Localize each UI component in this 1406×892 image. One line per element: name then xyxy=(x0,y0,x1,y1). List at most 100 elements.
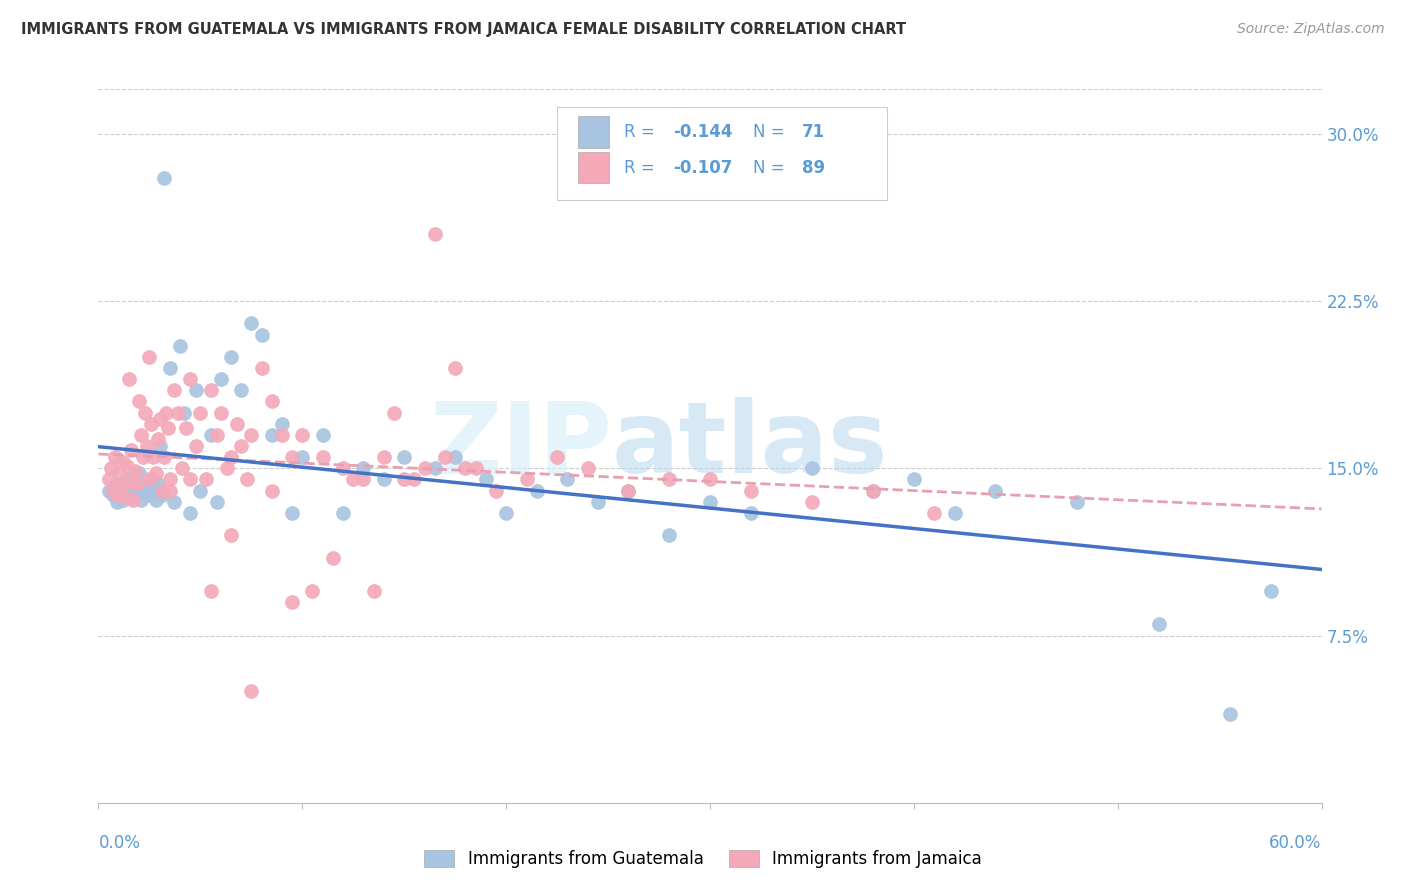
Point xyxy=(1147,617,1170,632)
Point xyxy=(128,466,150,480)
Point xyxy=(111,492,134,507)
Point xyxy=(142,473,165,487)
Point xyxy=(134,483,156,498)
Point xyxy=(236,473,259,487)
Point xyxy=(124,490,146,504)
Text: N =: N = xyxy=(752,123,790,141)
Point xyxy=(156,421,179,435)
Text: 60.0%: 60.0% xyxy=(1270,834,1322,852)
Point xyxy=(260,427,283,442)
Text: IMMIGRANTS FROM GUATEMALA VS IMMIGRANTS FROM JAMAICA FEMALE DISABILITY CORRELATI: IMMIGRANTS FROM GUATEMALA VS IMMIGRANTS … xyxy=(21,22,907,37)
Point xyxy=(1260,583,1282,598)
Point xyxy=(240,427,263,442)
Point xyxy=(145,466,167,480)
Point xyxy=(862,483,884,498)
Point xyxy=(576,461,599,475)
Point xyxy=(382,405,405,420)
Point xyxy=(392,450,416,465)
Point xyxy=(138,473,160,487)
Point xyxy=(617,483,640,498)
Point xyxy=(270,427,294,442)
Point xyxy=(186,439,208,453)
Point xyxy=(141,485,163,500)
Point xyxy=(546,450,568,465)
Point xyxy=(373,473,395,487)
Point xyxy=(105,494,128,508)
Point xyxy=(111,455,134,469)
FancyBboxPatch shape xyxy=(557,107,887,200)
Point xyxy=(250,360,273,375)
Point xyxy=(124,464,146,478)
Point xyxy=(129,492,152,507)
Point xyxy=(141,417,163,431)
Point xyxy=(352,461,374,475)
Point xyxy=(149,412,172,426)
Text: ZIP: ZIP xyxy=(429,398,612,494)
Point xyxy=(114,490,136,504)
Point xyxy=(173,405,195,420)
Point xyxy=(115,485,138,500)
Point xyxy=(200,583,222,598)
Point xyxy=(97,483,120,498)
Point xyxy=(188,483,212,498)
Point xyxy=(281,506,304,520)
Point xyxy=(200,384,222,398)
Point xyxy=(132,476,155,491)
Point xyxy=(215,461,238,475)
Point xyxy=(404,473,426,487)
Point xyxy=(352,473,374,487)
Text: 89: 89 xyxy=(801,159,825,177)
Point xyxy=(200,427,222,442)
FancyBboxPatch shape xyxy=(578,116,609,148)
Point xyxy=(120,443,142,458)
Point xyxy=(423,227,446,241)
Point xyxy=(132,450,155,465)
Point xyxy=(301,583,323,598)
Point xyxy=(231,384,253,398)
Point xyxy=(174,421,197,435)
Text: -0.144: -0.144 xyxy=(673,123,733,141)
Point xyxy=(155,405,177,420)
Point xyxy=(150,483,173,498)
Point xyxy=(108,466,131,480)
Text: R =: R = xyxy=(624,159,661,177)
Point xyxy=(801,461,824,475)
Point xyxy=(740,483,762,498)
Point xyxy=(150,488,173,502)
Point xyxy=(332,506,354,520)
Point xyxy=(342,473,364,487)
Point xyxy=(179,372,201,386)
Point xyxy=(444,450,467,465)
Point xyxy=(423,461,446,475)
Point xyxy=(159,360,181,375)
Point xyxy=(586,494,609,508)
Point xyxy=(149,439,172,453)
Point xyxy=(474,473,498,487)
Point xyxy=(122,492,145,507)
Point xyxy=(444,360,467,375)
Point xyxy=(129,427,152,442)
Point xyxy=(464,461,486,475)
Point xyxy=(485,483,508,498)
Point xyxy=(122,475,145,489)
Point xyxy=(312,427,335,442)
Point xyxy=(434,450,457,465)
Text: -0.107: -0.107 xyxy=(673,159,733,177)
Legend: Immigrants from Guatemala, Immigrants from Jamaica: Immigrants from Guatemala, Immigrants fr… xyxy=(418,843,988,875)
Text: 71: 71 xyxy=(801,123,825,141)
Point xyxy=(219,528,242,542)
Point xyxy=(231,439,253,453)
Point xyxy=(127,482,149,496)
Point xyxy=(167,405,190,420)
Point xyxy=(179,473,201,487)
Point xyxy=(105,488,128,502)
Point xyxy=(291,427,314,442)
Point xyxy=(205,494,228,508)
Point xyxy=(312,450,335,465)
Point xyxy=(118,475,141,489)
Point xyxy=(205,427,228,442)
Point xyxy=(373,450,395,465)
Text: Source: ZipAtlas.com: Source: ZipAtlas.com xyxy=(1237,22,1385,37)
Point xyxy=(454,461,477,475)
Point xyxy=(209,372,232,386)
